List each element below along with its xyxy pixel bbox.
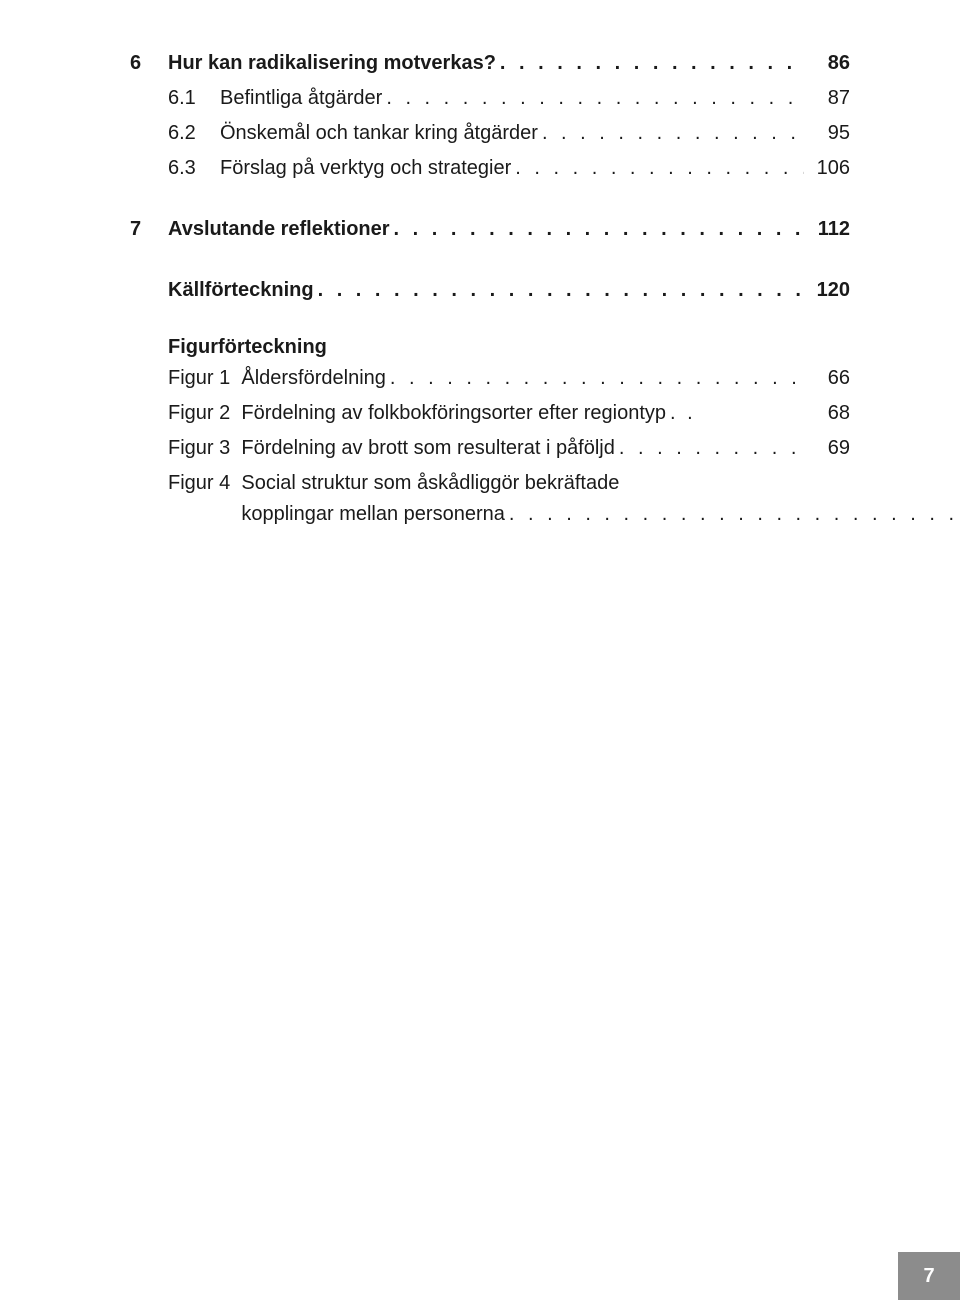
toc-page: 6 Hur kan radikalisering motverkas? . . … — [0, 0, 960, 530]
chapter-title: Hur kan radikalisering motverkas? — [168, 48, 496, 79]
figure-title: Fördelning av brott som resulterat i påf… — [241, 433, 615, 464]
toc-sub-6-3: 6.3 Förslag på verktyg och strategier . … — [130, 153, 850, 184]
toc-figure-3: Figur 3 Fördelning av brott som resulter… — [130, 433, 850, 464]
page-number: 69 — [804, 433, 850, 464]
sub-title: Befintliga åtgärder — [220, 83, 382, 114]
footer-page-number: 7 — [923, 1265, 934, 1288]
figure-title-line1: Social struktur som åskådliggör bekräfta… — [241, 468, 619, 499]
page-number: 87 — [804, 83, 850, 114]
leader-dots: . . . . . . . . . . . . . . . . . . . . … — [505, 499, 960, 530]
toc-kallforteckning: Källförteckning . . . . . . . . . . . . … — [130, 275, 850, 306]
chapter-number: 6 — [130, 48, 168, 79]
leader-dots: . . . . . . . . . . . . . . . . . . . . … — [314, 275, 804, 306]
toc-figure-4: Figur 4 Social struktur som åskådliggör … — [130, 468, 850, 530]
chapter-title: Avslutande reflektioner — [168, 214, 390, 245]
toc-figure-1: Figur 1 Åldersfördelning . . . . . . . .… — [130, 363, 850, 394]
leader-dots: . . . . . . . . . . . . . . . . . . . . … — [511, 153, 804, 184]
sub-title: Förslag på verktyg och strategier — [220, 153, 511, 184]
page-number: 112 — [804, 214, 850, 245]
figure-title-line2: kopplingar mellan personerna — [241, 499, 505, 530]
sub-number: 6.3 — [168, 153, 220, 184]
leader-dots: . . — [666, 398, 804, 429]
section-title: Källförteckning — [168, 275, 314, 306]
figure-label: Figur 2 — [168, 398, 241, 429]
figure-title: Åldersfördelning — [241, 363, 386, 394]
leader-dots: . . . . . . . . . . . . . . . . . . . . … — [538, 118, 804, 149]
figure-multiline: Social struktur som åskådliggör bekräfta… — [241, 468, 960, 530]
figure-label: Figur 1 — [168, 363, 241, 394]
toc-figure-2: Figur 2 Fördelning av folkbokföringsorte… — [130, 398, 850, 429]
figure-title: Fördelning av folkbokföringsorter efter … — [241, 398, 666, 429]
page-number: 95 — [804, 118, 850, 149]
toc-chapter-6: 6 Hur kan radikalisering motverkas? . . … — [130, 48, 850, 79]
leader-dots: . . . . . . . . . . . . . . . . . . . . … — [615, 433, 804, 464]
sub-number: 6.2 — [168, 118, 220, 149]
page-number: 106 — [804, 153, 850, 184]
figure-list-heading: Figurförteckning — [168, 336, 850, 359]
leader-dots: . . . . . . . . . . . . . . . . . . . . … — [386, 363, 804, 394]
leader-dots: . . . . . . . . . . . . . . . . . . . . … — [496, 48, 804, 79]
leader-dots: . . . . . . . . . . . . . . . . . . . . … — [382, 83, 804, 114]
toc-chapter-7: 7 Avslutande reflektioner . . . . . . . … — [130, 214, 850, 245]
page-number: 66 — [804, 363, 850, 394]
sub-title: Önskemål och tankar kring åtgärder — [220, 118, 538, 149]
page-number: 120 — [804, 275, 850, 306]
page-number: 68 — [804, 398, 850, 429]
figure-label: Figur 3 — [168, 433, 241, 464]
sub-number: 6.1 — [168, 83, 220, 114]
leader-dots: . . . . . . . . . . . . . . . . . . . . … — [390, 214, 804, 245]
toc-sub-6-2: 6.2 Önskemål och tankar kring åtgärder .… — [130, 118, 850, 149]
figure-label: Figur 4 — [168, 468, 241, 499]
page-number: 86 — [804, 48, 850, 79]
toc-sub-6-1: 6.1 Befintliga åtgärder . . . . . . . . … — [130, 83, 850, 114]
page-footer-number: 7 — [898, 1252, 960, 1300]
chapter-number: 7 — [130, 214, 168, 245]
